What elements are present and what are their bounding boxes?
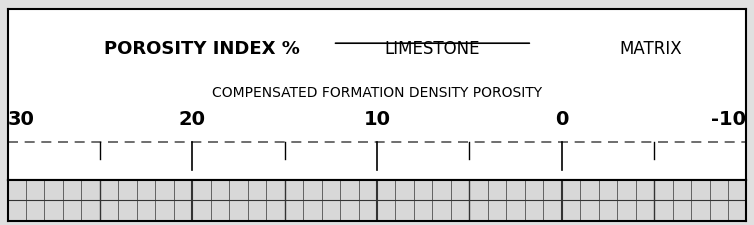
- Text: 10: 10: [363, 110, 391, 129]
- Text: 30: 30: [8, 110, 35, 129]
- Text: POROSITY INDEX %: POROSITY INDEX %: [103, 40, 299, 58]
- Text: 20: 20: [179, 110, 206, 129]
- Text: COMPENSATED FORMATION DENSITY POROSITY: COMPENSATED FORMATION DENSITY POROSITY: [212, 86, 542, 100]
- Text: MATRIX: MATRIX: [619, 40, 682, 58]
- Text: LIMESTONE: LIMESTONE: [385, 40, 480, 58]
- Text: -10: -10: [712, 110, 746, 129]
- Text: 0: 0: [555, 110, 569, 129]
